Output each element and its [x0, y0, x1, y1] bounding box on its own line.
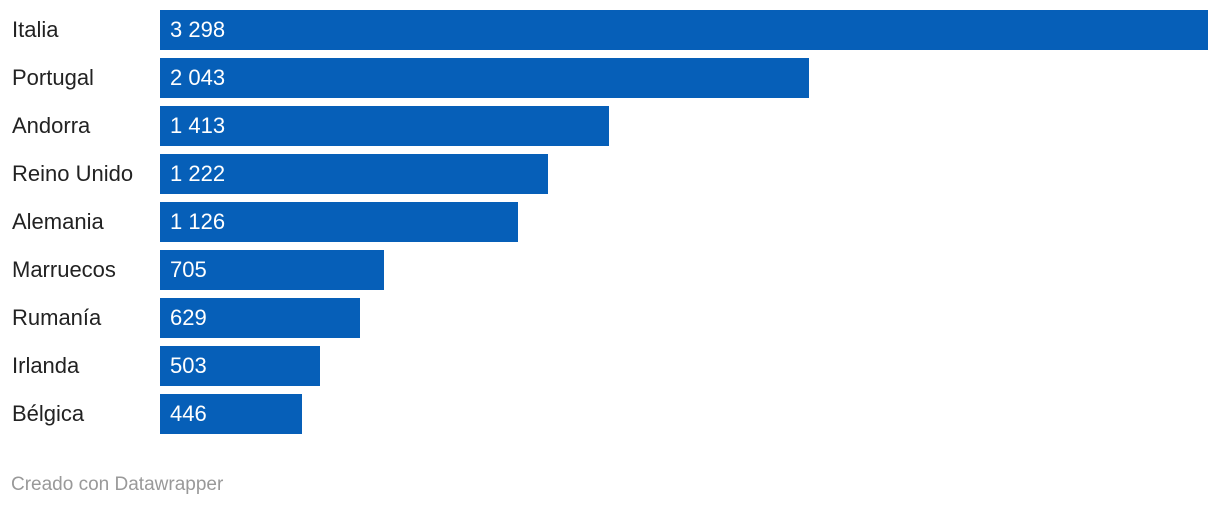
category-label: Reino Unido	[12, 161, 134, 186]
value-label: 446	[170, 401, 207, 426]
category-label: Andorra	[12, 113, 91, 138]
bar-row: Andorra 1 413	[0, 106, 1220, 146]
bar: 3 298	[160, 10, 1208, 50]
value-label: 3 298	[170, 17, 226, 42]
bar-row: Portugal 2 043	[0, 58, 1220, 98]
bar-row: Rumanía 629	[0, 298, 1220, 338]
bar-row: Marruecos 705	[0, 250, 1220, 290]
value-label: 1 222	[170, 161, 226, 186]
bar: 2 043	[160, 58, 810, 98]
category-label: Portugal	[12, 65, 94, 90]
bar-row: Alemania 1 126	[0, 202, 1220, 242]
bar-row: Bélgica 446	[0, 394, 1220, 434]
category-label: Bélgica	[12, 401, 85, 426]
category-label: Rumanía	[12, 305, 102, 330]
bar: 446	[160, 394, 302, 434]
value-label: 2 043	[170, 65, 226, 90]
bar: 503	[160, 346, 320, 386]
category-label: Marruecos	[12, 257, 116, 282]
value-label: 705	[170, 257, 207, 282]
value-label: 629	[170, 305, 207, 330]
bar-row: Reino Unido 1 222	[0, 154, 1220, 194]
bar: 1 413	[160, 106, 609, 146]
bar: 1 126	[160, 202, 518, 242]
value-label: 1 413	[170, 113, 226, 138]
bar: 705	[160, 250, 385, 290]
bar-row: Irlanda 503	[0, 346, 1220, 386]
category-label: Italia	[12, 17, 59, 42]
value-label: 1 126	[170, 209, 226, 234]
footer-credit: Creado con Datawrapper	[11, 474, 224, 495]
bar-row: Italia 3 298	[0, 10, 1220, 50]
category-label: Irlanda	[12, 353, 80, 378]
category-label: Alemania	[12, 209, 104, 234]
bar: 629	[160, 298, 360, 338]
bar: 1 222	[160, 154, 549, 194]
value-label: 503	[170, 353, 207, 378]
